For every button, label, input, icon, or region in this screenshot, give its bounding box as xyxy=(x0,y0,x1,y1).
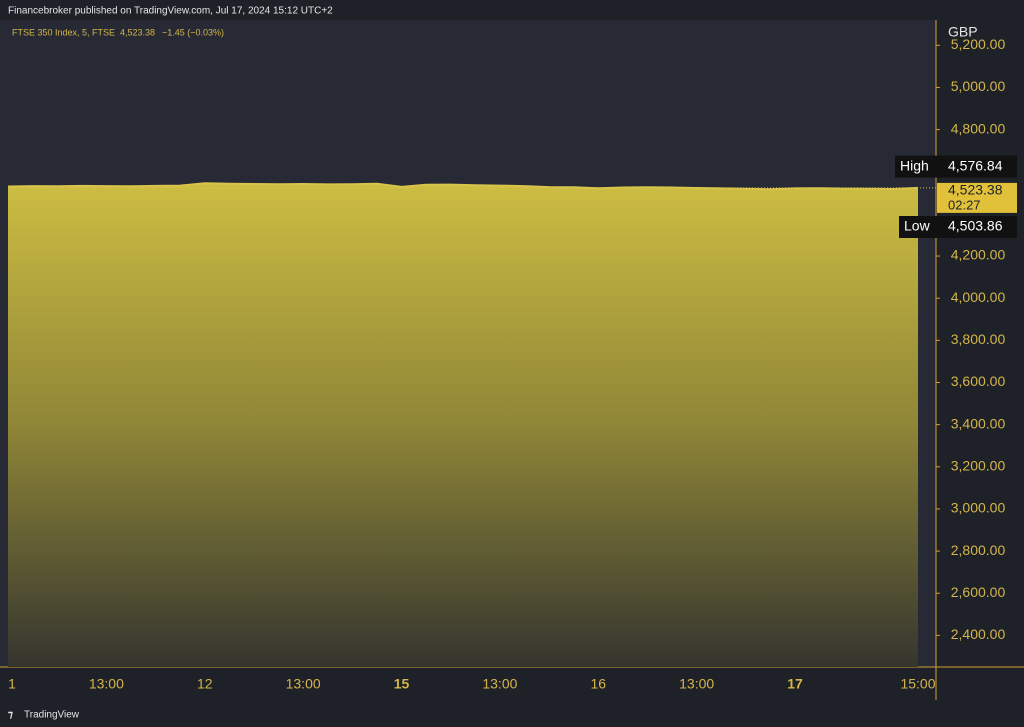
high-box xyxy=(895,155,1017,178)
price-line xyxy=(7,182,919,191)
x-tick-label: 15 xyxy=(394,676,410,692)
y-tick-label: 5,000.00 xyxy=(951,78,1006,94)
y-tick-label: 3,200.00 xyxy=(951,457,1006,473)
current-label: 4,523.38 xyxy=(948,182,1003,198)
area-fill xyxy=(8,183,918,668)
brand-logo: ⁊ xyxy=(8,710,13,721)
x-tick-label: 1 xyxy=(8,676,16,692)
currency-box xyxy=(942,22,1018,42)
last-price: 4,523.38 xyxy=(120,27,155,37)
x-tick-label: 16 xyxy=(590,676,606,692)
brand: TradingView xyxy=(24,710,80,721)
currency: GBP xyxy=(948,24,978,40)
x-tick-label: 13:00 xyxy=(679,676,714,692)
x-tick-label: 13:00 xyxy=(89,676,124,692)
y-tick-label: 2,800.00 xyxy=(951,542,1006,558)
high-name: High xyxy=(900,157,929,173)
x-tick-label: 13:00 xyxy=(482,676,517,692)
x-tick-label: 15:00 xyxy=(900,676,935,692)
y-tick-label: 3,600.00 xyxy=(951,373,1006,389)
y-tick-label: 5,200.00 xyxy=(951,36,1006,52)
y-tick-label: 2,400.00 xyxy=(951,626,1006,642)
x-tick-label: 12 xyxy=(197,676,213,692)
y-tick-label: 2,600.00 xyxy=(951,584,1006,600)
low-box xyxy=(899,216,1017,239)
y-tick-label: 4,000.00 xyxy=(951,289,1006,305)
current-box xyxy=(937,182,1017,213)
symbol: FTSE 350 Index, 5, FTSE xyxy=(12,27,115,37)
y-tick-label: 3,000.00 xyxy=(951,500,1006,516)
x-tick-label: 13:00 xyxy=(286,676,321,692)
y-tick-label: 4,200.00 xyxy=(951,247,1006,263)
countdown: 02:27 xyxy=(948,197,981,212)
publisher: Financebroker published on TradingView.c… xyxy=(8,6,333,17)
low-label: 4,503.86 xyxy=(948,218,1003,234)
x-tick-label: 17 xyxy=(787,676,803,692)
change: −1.45 (−0.03%) xyxy=(162,27,224,37)
y-tick-label: 3,400.00 xyxy=(951,415,1006,431)
low-name: Low xyxy=(904,218,931,234)
high-label: 4,576.84 xyxy=(948,157,1003,173)
y-tick-label: 4,800.00 xyxy=(951,120,1006,136)
y-tick-label: 3,800.00 xyxy=(951,331,1006,347)
